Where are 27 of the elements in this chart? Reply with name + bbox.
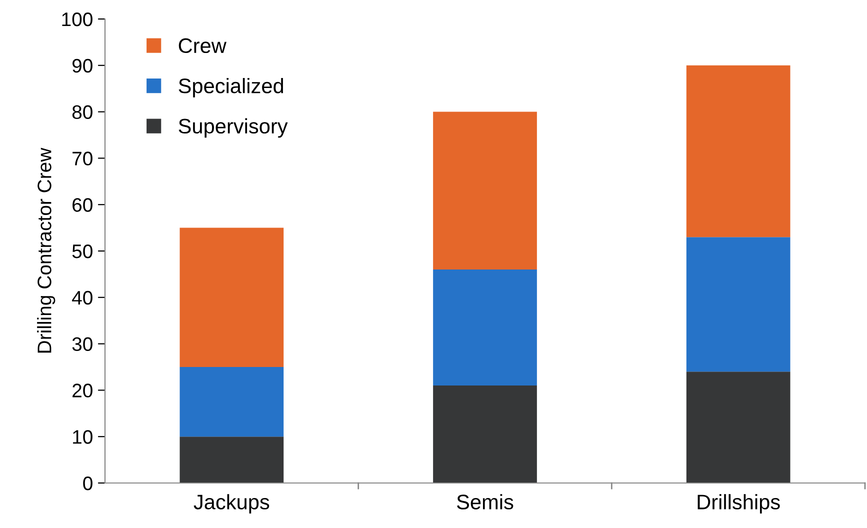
bar xyxy=(433,270,537,386)
bar xyxy=(180,436,284,483)
y-tick-label: 100 xyxy=(62,12,92,26)
bar xyxy=(686,372,790,483)
bar xyxy=(433,112,537,270)
y-tick-label: 80 xyxy=(72,105,92,120)
bar xyxy=(180,367,284,437)
y-tick-label: 90 xyxy=(72,58,92,73)
bar xyxy=(180,228,284,367)
legend-label: Specialized xyxy=(178,78,284,98)
bar xyxy=(686,237,790,372)
y-tick-label: 10 xyxy=(73,430,92,444)
legend-label: Supervisory xyxy=(178,118,288,138)
y-tick-label: 0 xyxy=(83,476,92,490)
y-tick-label: 60 xyxy=(72,198,92,212)
x-tick-label: Drillships xyxy=(698,494,780,514)
x-tick-label: Jackups xyxy=(194,494,270,514)
y-tick-label: 30 xyxy=(72,337,92,352)
y-tick-label: 70 xyxy=(72,152,92,166)
y-axis-title: Drilling Contractor Crew xyxy=(37,148,56,353)
y-tick-label: 40 xyxy=(72,290,92,305)
y-tick-label: 50 xyxy=(72,244,92,258)
bar xyxy=(686,65,790,238)
x-tick-label: Semis xyxy=(457,494,514,510)
bar xyxy=(433,386,537,483)
y-tick-label: 20 xyxy=(72,384,92,398)
legend-label: Crew xyxy=(178,38,226,54)
